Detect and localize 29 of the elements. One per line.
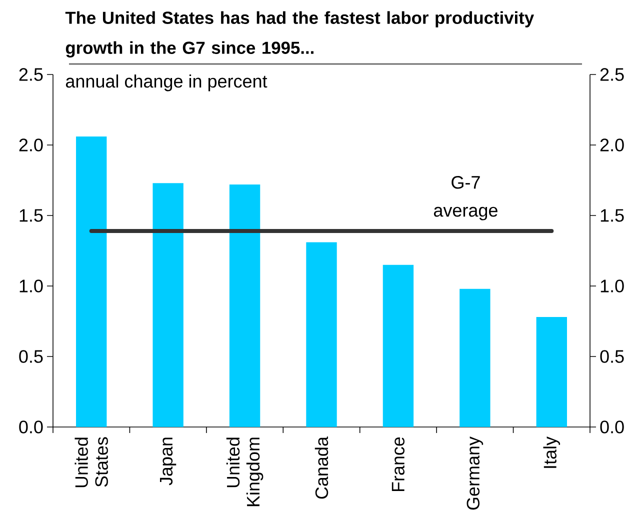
y-tick-label: 2.0: [600, 138, 624, 152]
y2-tick-label: 0.5: [19, 350, 43, 363]
bar: [76, 136, 107, 427]
bar: [460, 288, 490, 427]
chart-title: The United States has had the fastest labor productivity growth in the G7 since 1995...: [65, 11, 534, 58]
y-tick-label: 1.0: [600, 280, 624, 292]
y2-tick-label: 2.0: [19, 138, 43, 152]
bar: [306, 242, 337, 427]
chart-subtitle: annual change in percent: [66, 74, 268, 92]
bar: [229, 184, 260, 427]
x-tick-label: Japan: [160, 438, 176, 486]
x-tick-label: Germany: [466, 436, 484, 510]
y-tick-label: 0.5: [600, 350, 624, 363]
y2-tick-label: 0.0: [19, 420, 43, 434]
x-tick-label: United States: [74, 437, 108, 488]
x-tick-label: Italy: [543, 436, 560, 468]
x-tick-label: United Kingdom: [226, 438, 264, 506]
y-tick-label: 1.5: [600, 209, 624, 222]
bar: [536, 317, 567, 427]
y2-tick-label: 1.0: [20, 280, 43, 292]
y-tick-label: 2.5: [600, 68, 624, 81]
bar: [382, 264, 414, 427]
ref-line-label: G-7 average: [434, 176, 498, 220]
x-tick-label: France: [392, 437, 404, 492]
y-tick-label: 0.0: [600, 420, 624, 434]
y2-tick-label: 1.5: [20, 209, 43, 222]
y2-tick-label: 2.5: [19, 68, 43, 81]
x-tick-label: Canada: [314, 436, 328, 499]
bar: [152, 183, 184, 427]
